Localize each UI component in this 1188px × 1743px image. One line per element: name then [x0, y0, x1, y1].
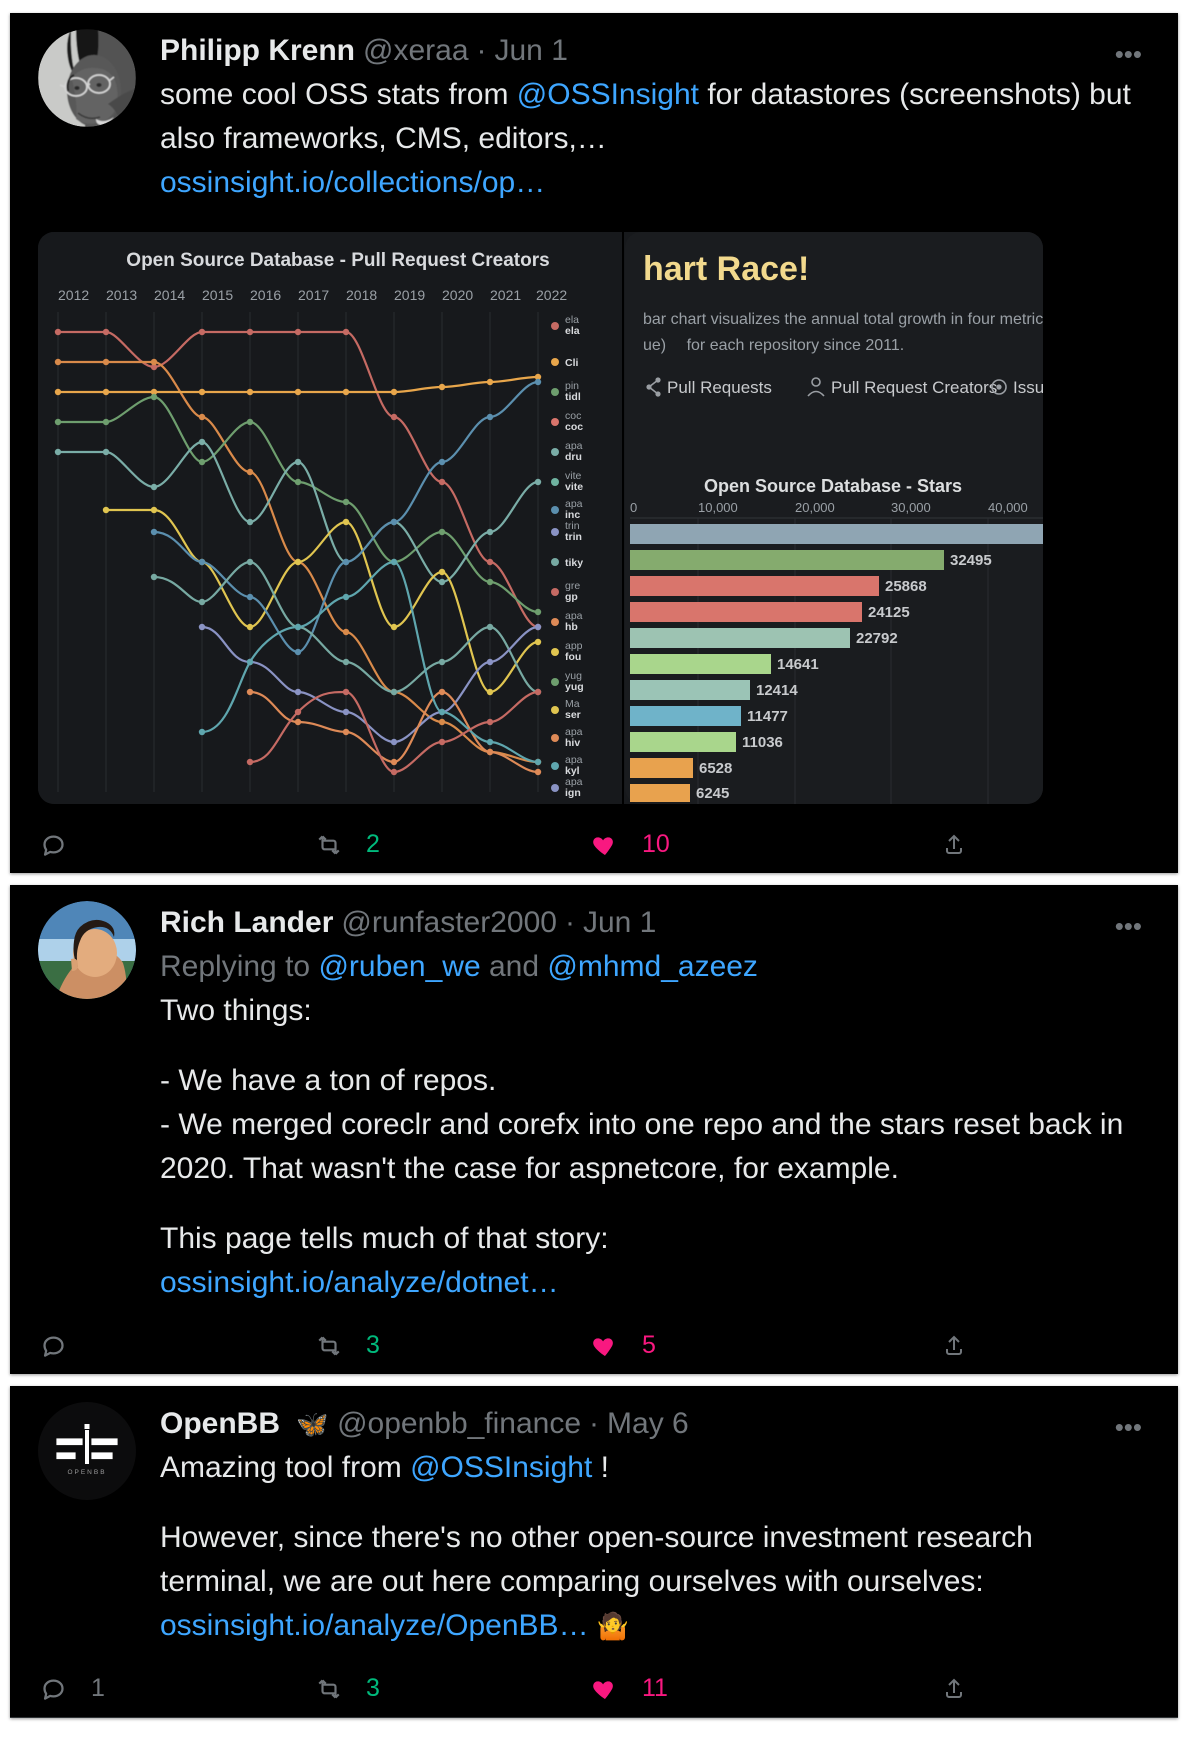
svg-text:32495: 32495	[950, 552, 992, 569]
svg-text:tidl: tidl	[565, 391, 581, 403]
svg-text:2017: 2017	[298, 287, 329, 303]
svg-text:22792: 22792	[856, 630, 898, 647]
svg-text:2012: 2012	[58, 287, 89, 303]
svg-text:gp: gp	[565, 591, 578, 603]
svg-text:hiv: hiv	[565, 737, 580, 749]
svg-text:ue) for each repository since: ue) for each repository since 2011.	[643, 337, 904, 354]
svg-text:11477: 11477	[747, 708, 788, 725]
svg-text:40,000: 40,000	[988, 500, 1028, 515]
svg-text:tiky: tiky	[565, 557, 583, 569]
svg-text:Open Source Database - Stars: Open Source Database - Stars	[704, 476, 962, 496]
svg-text:dru: dru	[565, 451, 582, 463]
svg-text:2015: 2015	[202, 287, 233, 303]
svg-text:ign: ign	[565, 787, 581, 799]
svg-text:Issues: Issues	[1013, 378, 1043, 397]
svg-text:2021: 2021	[490, 287, 521, 303]
svg-text:fou: fou	[565, 651, 581, 663]
svg-text:24125: 24125	[868, 604, 910, 621]
svg-text:30,000: 30,000	[891, 500, 931, 515]
svg-text:20,000: 20,000	[795, 500, 835, 515]
svg-text:2016: 2016	[250, 287, 281, 303]
svg-text:10,000: 10,000	[698, 500, 738, 515]
svg-text:25868: 25868	[885, 578, 927, 595]
svg-text:2019: 2019	[394, 287, 425, 303]
svg-text:ser: ser	[565, 709, 581, 721]
svg-text:14641: 14641	[777, 656, 819, 673]
svg-text:2022: 2022	[536, 287, 567, 303]
svg-text:vite: vite	[565, 481, 583, 493]
svg-text:hb: hb	[565, 621, 578, 633]
svg-text:2013: 2013	[106, 287, 137, 303]
svg-text:trin: trin	[565, 531, 582, 543]
svg-text:6245: 6245	[696, 785, 729, 802]
svg-text:0: 0	[630, 500, 637, 515]
svg-text:OPENBB: OPENBB	[67, 1469, 106, 1476]
svg-text:2020: 2020	[442, 287, 473, 303]
svg-text:Cli: Cli	[565, 357, 579, 369]
svg-text:ela: ela	[565, 325, 580, 337]
svg-text:bar chart visualizes the annua: bar chart visualizes the annual total gr…	[643, 311, 1043, 328]
svg-text:Pull Request Creators: Pull Request Creators	[831, 378, 997, 397]
svg-text:2018: 2018	[346, 287, 377, 303]
svg-text:yug: yug	[565, 681, 584, 693]
svg-text:Pull Requests: Pull Requests	[667, 378, 772, 397]
svg-text:Open Source Database - Pull Re: Open Source Database - Pull Request Crea…	[126, 250, 549, 271]
svg-text:2014: 2014	[154, 287, 185, 303]
svg-text:11036: 11036	[742, 734, 783, 751]
svg-text:12414: 12414	[756, 682, 798, 699]
svg-text:coc: coc	[565, 421, 583, 433]
svg-text:hart Race!: hart Race!	[643, 250, 809, 288]
svg-text:6528: 6528	[699, 760, 732, 777]
